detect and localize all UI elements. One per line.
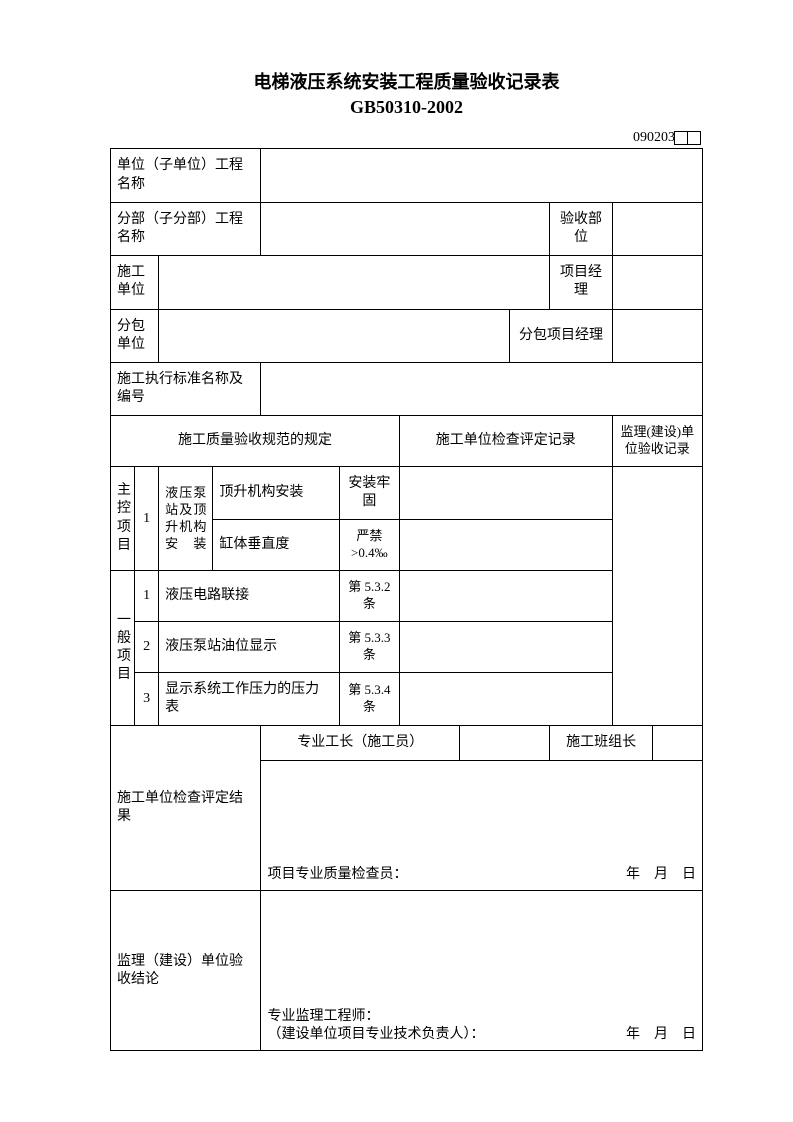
gen-1-check xyxy=(399,571,612,622)
value-unit-project xyxy=(261,149,703,202)
supervisor-conclusion-body: 专业监理工程师： （建设单位项目专业技术负责人）： 年 月 日 xyxy=(261,891,703,1051)
label-standard: 施工执行标准名称及编号 xyxy=(111,362,261,415)
date-1: 年 月 日 xyxy=(626,866,696,884)
label-foreman: 专业工长（施工员） xyxy=(261,726,460,761)
row-construction-unit: 施工单位 项目经理 xyxy=(111,256,703,309)
title-line1: 电梯液压系统安装工程质量验收记录表 xyxy=(110,70,703,95)
label-construction-unit: 施工单位 xyxy=(111,256,159,309)
label-general-item: 一般项目 xyxy=(111,571,135,726)
doc-code-row: 090203 xyxy=(110,130,703,146)
supervisor-record-cell xyxy=(612,467,702,726)
value-foreman xyxy=(460,726,550,761)
check-result-body: 项目专业质量检查员： 年 月 日 xyxy=(261,761,703,891)
gen-2-req: 第 5.3.3 条 xyxy=(339,621,399,672)
row-subcontract-unit: 分包单位 分包项目经理 xyxy=(111,309,703,362)
label-check-result: 施工单位检查评定结果 xyxy=(111,726,261,891)
label-accept-dept: 验收部位 xyxy=(550,202,612,255)
value-standard xyxy=(261,362,703,415)
main-r2-name: 缸体垂直度 xyxy=(213,520,339,571)
value-project-manager xyxy=(612,256,702,309)
value-sub-project xyxy=(261,202,550,255)
date-2: 年 月 日 xyxy=(626,1026,696,1044)
header-check-record: 施工单位检查评定记录 xyxy=(399,416,612,467)
main-r1-name: 顶升机构安装 xyxy=(213,467,339,520)
row-main-1: 主控项目 1 液压泵站及顶升机构安装 顶升机构安装 安装牢固 xyxy=(111,467,703,520)
value-sub-pm xyxy=(612,309,702,362)
page-title: 电梯液压系统安装工程质量验收记录表 GB50310-2002 xyxy=(110,70,703,120)
main-r1-req: 安装牢固 xyxy=(339,467,399,520)
value-construction-unit xyxy=(159,256,550,309)
gen-2-name: 液压泵站油位显示 xyxy=(159,621,340,672)
row-supervisor-conclusion: 监理（建设）单位验收结论 专业监理工程师： （建设单位项目专业技术负责人）： 年… xyxy=(111,891,703,1051)
doc-code: 090203 xyxy=(633,130,675,145)
main-group: 液压泵站及顶升机构安装 xyxy=(159,467,213,571)
label-subcontract-unit: 分包单位 xyxy=(111,309,159,362)
header-supervisor-record: 监理(建设)单位验收记录 xyxy=(612,416,702,467)
label-quality-inspector: 项目专业质量检查员： xyxy=(267,867,407,882)
label-sub-pm: 分包项目经理 xyxy=(510,309,612,362)
label-supervisor-conclusion: 监理（建设）单位验收结论 xyxy=(111,891,261,1051)
label-supervisor-engineer: 专业监理工程师： xyxy=(267,1008,696,1026)
main-r1-check xyxy=(399,467,612,520)
gen-3-num: 3 xyxy=(135,672,159,725)
main-num: 1 xyxy=(135,467,159,571)
gen-1-name: 液压电路联接 xyxy=(159,571,340,622)
label-tech-lead: （建设单位项目专业技术负责人）： xyxy=(267,1027,484,1042)
row-standard: 施工执行标准名称及编号 xyxy=(111,362,703,415)
code-box-1 xyxy=(674,131,688,145)
main-r2-req: 严禁>0.4‰ xyxy=(339,520,399,571)
value-subcontract-unit xyxy=(159,309,510,362)
label-sub-project: 分部（子分部）工程名称 xyxy=(111,202,261,255)
label-team-leader: 施工班组长 xyxy=(550,726,652,761)
value-accept-dept xyxy=(612,202,702,255)
title-line2: GB50310-2002 xyxy=(110,95,703,120)
value-team-leader xyxy=(652,726,702,761)
form-table: 单位（子单位）工程名称 分部（子分部）工程名称 验收部位 施工单位 项目经理 分… xyxy=(110,148,703,1051)
code-box-2 xyxy=(687,131,701,145)
gen-3-check xyxy=(399,672,612,725)
row-foreman: 施工单位检查评定结果 专业工长（施工员） 施工班组长 xyxy=(111,726,703,761)
label-unit-project: 单位（子单位）工程名称 xyxy=(111,149,261,202)
row-unit-project: 单位（子单位）工程名称 xyxy=(111,149,703,202)
header-spec: 施工质量验收规范的规定 xyxy=(111,416,400,467)
main-r2-check xyxy=(399,520,612,571)
gen-1-req: 第 5.3.2 条 xyxy=(339,571,399,622)
gen-1-num: 1 xyxy=(135,571,159,622)
gen-3-name: 显示系统工作压力的压力表 xyxy=(159,672,340,725)
label-main-item: 主控项目 xyxy=(111,467,135,571)
row-sub-project: 分部（子分部）工程名称 验收部位 xyxy=(111,202,703,255)
label-project-manager: 项目经理 xyxy=(550,256,612,309)
gen-3-req: 第 5.3.4 条 xyxy=(339,672,399,725)
gen-2-check xyxy=(399,621,612,672)
row-header: 施工质量验收规范的规定 施工单位检查评定记录 监理(建设)单位验收记录 xyxy=(111,416,703,467)
gen-2-num: 2 xyxy=(135,621,159,672)
